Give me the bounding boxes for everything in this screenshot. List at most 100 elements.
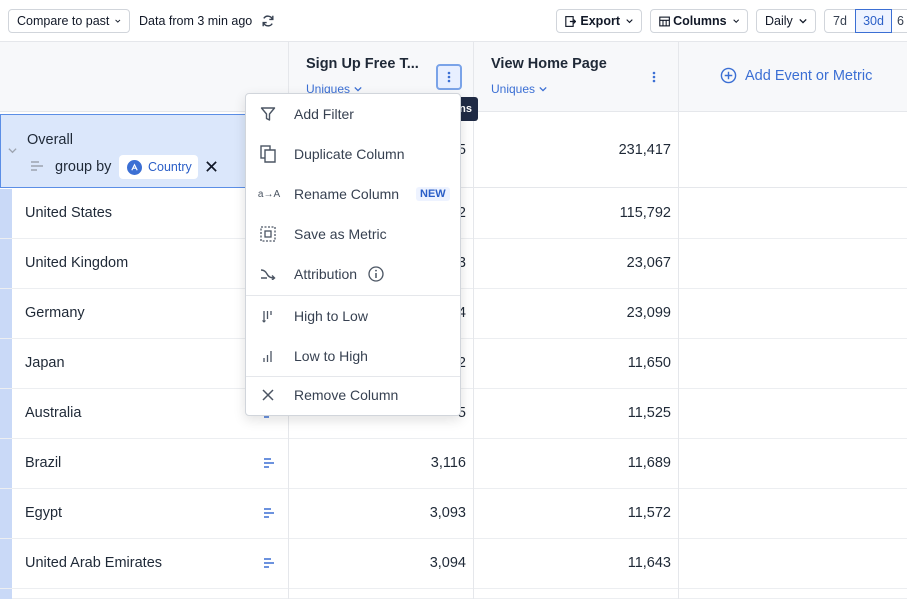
row-bar — [0, 439, 12, 488]
row-value-sign-up: 2 — [457, 205, 466, 221]
range-30d[interactable]: 30d — [855, 9, 892, 33]
row-bar — [0, 389, 12, 438]
breakdown-icon[interactable] — [263, 457, 275, 469]
remove-group-by-icon[interactable] — [205, 160, 218, 173]
row-label: Egypt — [25, 505, 63, 521]
rename-icon: a→A — [257, 188, 281, 200]
menu-label: Attribution — [294, 266, 358, 282]
overall-value-sign-up: 5 — [457, 142, 466, 158]
row-bar — [0, 289, 12, 338]
refresh-icon[interactable] — [261, 14, 275, 28]
column-options-button-sign-up[interactable] — [436, 64, 462, 90]
chevron-down-icon — [115, 19, 121, 23]
add-event-or-metric-button[interactable]: Add Event or Metric — [720, 67, 872, 84]
uniques-label: Uniques — [491, 82, 536, 96]
overall-value-view-home: 231,417 — [618, 142, 671, 158]
breakdown-icon[interactable] — [263, 507, 275, 519]
menu-label: High to Low — [294, 308, 368, 324]
menu-item-low-to-high[interactable]: Low to High — [246, 336, 460, 376]
interval-dropdown[interactable]: Daily — [756, 9, 816, 33]
duplicate-icon — [260, 145, 276, 163]
kebab-icon — [652, 71, 656, 83]
menu-item-add-filter[interactable]: Add Filter — [246, 94, 460, 134]
row-bar — [0, 539, 12, 588]
menu-label: Save as Metric — [294, 226, 387, 242]
table-row[interactable]: Brazil 3,116 11,689 — [0, 439, 907, 489]
menu-item-rename-column[interactable]: a→A Rename Column NEW — [246, 174, 460, 214]
filter-icon — [260, 106, 276, 122]
overall-title: Overall — [27, 132, 73, 148]
column-sub-view-home[interactable]: Uniques — [491, 82, 547, 96]
interval-label: Daily — [765, 14, 793, 28]
row-value-view-home: 11,572 — [627, 505, 671, 521]
row-label: Brazil — [25, 455, 62, 471]
row-value-sign-up: 3,116 — [430, 455, 466, 471]
columns-label: Columns — [673, 14, 727, 28]
table-row — [0, 589, 907, 599]
column-options-button-view-home[interactable] — [641, 64, 667, 90]
row-value-view-home: 11,689 — [627, 455, 671, 471]
table-row[interactable]: Egypt 3,093 11,572 — [0, 489, 907, 539]
close-icon — [260, 387, 276, 403]
row-value-sign-up: 3 — [457, 255, 466, 271]
chevron-down-icon[interactable] — [8, 146, 17, 155]
compare-to-past-dropdown[interactable]: Compare to past — [8, 9, 130, 33]
column-sub-sign-up[interactable]: Uniques — [306, 82, 362, 96]
row-label: Germany — [25, 305, 85, 321]
new-badge: NEW — [416, 187, 450, 201]
country-chip[interactable]: Country — [119, 155, 198, 179]
row-value-view-home: 23,099 — [626, 305, 671, 321]
chip-label: Country — [148, 160, 192, 174]
table-row[interactable]: United Arab Emirates 3,094 11,643 — [0, 539, 907, 589]
row-label: United States — [25, 205, 113, 221]
data-freshness: Data from 3 min ago — [139, 14, 253, 28]
group-by-label: group by — [55, 159, 112, 175]
sort-desc-icon — [260, 308, 276, 324]
row-label: United Arab Emirates — [25, 555, 163, 571]
range-7d[interactable]: 7d — [824, 9, 856, 33]
menu-item-attribution[interactable]: Attribution — [246, 254, 460, 294]
column-title-view-home[interactable]: View Home Page — [491, 56, 607, 72]
menu-item-duplicate-column[interactable]: Duplicate Column — [246, 134, 460, 174]
uniques-label: Uniques — [306, 82, 351, 96]
row-value-view-home: 11,525 — [627, 405, 671, 421]
columns-icon — [659, 16, 670, 26]
menu-label: Rename Column — [294, 186, 400, 202]
menu-label: Remove Column — [294, 387, 399, 403]
row-label: Japan — [25, 355, 65, 371]
chevron-down-icon — [799, 18, 807, 24]
export-label: Export — [580, 14, 620, 28]
menu-item-remove-column[interactable]: Remove Column — [246, 375, 460, 415]
columns-button[interactable]: Columns — [650, 9, 748, 33]
column-options-menu: Add Filter Duplicate Column a→A Rename C… — [245, 93, 461, 416]
add-metric-label: Add Event or Metric — [745, 67, 873, 84]
info-icon[interactable] — [368, 266, 384, 282]
menu-item-high-to-low[interactable]: High to Low — [246, 296, 460, 336]
row-bar — [0, 239, 12, 288]
column-divider — [678, 42, 679, 599]
range-6[interactable]: 6 — [891, 9, 907, 33]
breakdown-icon[interactable] — [263, 557, 275, 569]
row-label: Australia — [25, 405, 82, 421]
export-icon — [565, 15, 577, 27]
menu-item-save-as-metric[interactable]: Save as Metric — [246, 214, 460, 254]
menu-separator — [246, 295, 460, 296]
kebab-icon — [447, 71, 451, 83]
group-by-icon — [31, 161, 43, 171]
row-value-view-home: 11,650 — [627, 355, 671, 371]
row-bar — [0, 189, 12, 238]
row-value-view-home: 23,067 — [626, 255, 671, 271]
row-bar — [0, 339, 12, 388]
column-divider — [473, 42, 474, 599]
sort-asc-icon — [260, 348, 276, 364]
row-value-sign-up: 4 — [457, 305, 466, 321]
export-button[interactable]: Export — [556, 9, 642, 33]
compare-label: Compare to past — [17, 14, 110, 28]
row-value-sign-up: 5 — [457, 405, 466, 421]
row-bar — [0, 489, 12, 538]
row-value-sign-up: 3,094 — [429, 555, 466, 571]
property-icon — [127, 159, 142, 175]
column-title-sign-up[interactable]: Sign Up Free T... — [306, 56, 419, 72]
menu-separator — [246, 376, 460, 377]
row-value-sign-up: 2 — [457, 355, 466, 371]
